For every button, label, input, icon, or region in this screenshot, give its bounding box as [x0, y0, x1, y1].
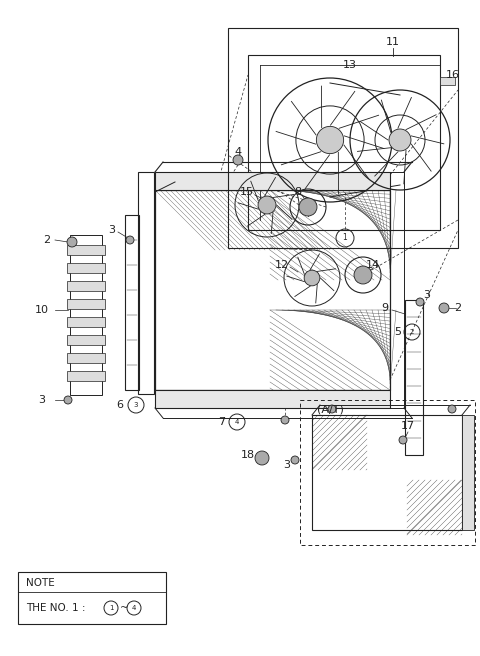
Text: 12: 12: [275, 260, 289, 270]
Text: 5: 5: [395, 327, 401, 337]
Text: ~: ~: [120, 603, 129, 613]
Circle shape: [304, 270, 320, 286]
Circle shape: [439, 303, 449, 313]
Text: 3: 3: [38, 395, 46, 405]
Text: 10: 10: [35, 305, 49, 315]
Circle shape: [291, 456, 299, 464]
Bar: [155, 172, 390, 190]
Bar: [67, 317, 105, 327]
Text: NOTE: NOTE: [26, 578, 55, 588]
Text: 7: 7: [218, 417, 226, 427]
Bar: [18, 572, 166, 624]
Bar: [138, 172, 154, 394]
Text: 2: 2: [43, 235, 50, 245]
Circle shape: [64, 396, 72, 404]
Bar: [462, 415, 474, 530]
Text: 8: 8: [294, 187, 301, 197]
Text: 15: 15: [240, 187, 254, 197]
Text: 2: 2: [410, 329, 414, 335]
Circle shape: [328, 405, 336, 413]
Text: 4: 4: [234, 147, 241, 157]
Bar: [155, 390, 390, 408]
Circle shape: [281, 416, 289, 424]
Text: 9: 9: [382, 303, 389, 313]
Text: 11: 11: [386, 37, 400, 47]
Text: 6: 6: [117, 400, 123, 410]
Circle shape: [126, 236, 134, 244]
Bar: [67, 353, 105, 363]
Text: 16: 16: [446, 70, 460, 80]
Text: 1: 1: [109, 605, 113, 611]
Bar: [67, 245, 105, 255]
Circle shape: [399, 436, 407, 444]
Circle shape: [354, 266, 372, 284]
Text: 14: 14: [366, 260, 380, 270]
Bar: [70, 235, 102, 395]
Text: 4: 4: [132, 605, 136, 611]
Circle shape: [233, 155, 243, 165]
Circle shape: [258, 196, 276, 214]
Bar: [67, 263, 105, 273]
Text: (A/T): (A/T): [317, 405, 343, 415]
Bar: [440, 77, 455, 85]
Text: 3: 3: [423, 290, 431, 300]
Bar: [312, 415, 462, 530]
Circle shape: [448, 405, 456, 413]
Bar: [125, 215, 139, 390]
Bar: [67, 299, 105, 309]
Text: 18: 18: [241, 450, 255, 460]
Bar: [390, 172, 404, 408]
Text: THE NO. 1 :: THE NO. 1 :: [26, 603, 89, 613]
Circle shape: [299, 198, 317, 216]
Bar: [155, 190, 390, 390]
Text: 3: 3: [284, 460, 290, 470]
Bar: [228, 28, 458, 248]
Bar: [67, 371, 105, 381]
Bar: [67, 281, 105, 291]
Circle shape: [389, 129, 411, 151]
Text: 13: 13: [343, 60, 357, 70]
Circle shape: [255, 451, 269, 465]
Bar: [67, 335, 105, 345]
Text: 17: 17: [401, 421, 415, 431]
Bar: [405, 300, 423, 455]
Bar: [300, 400, 475, 545]
Text: 3: 3: [108, 225, 116, 235]
Circle shape: [316, 127, 344, 154]
Circle shape: [416, 298, 424, 306]
Circle shape: [67, 237, 77, 247]
Text: 3: 3: [134, 402, 138, 408]
Text: 2: 2: [455, 303, 462, 313]
Text: 1: 1: [343, 234, 348, 243]
Text: 4: 4: [235, 419, 239, 425]
